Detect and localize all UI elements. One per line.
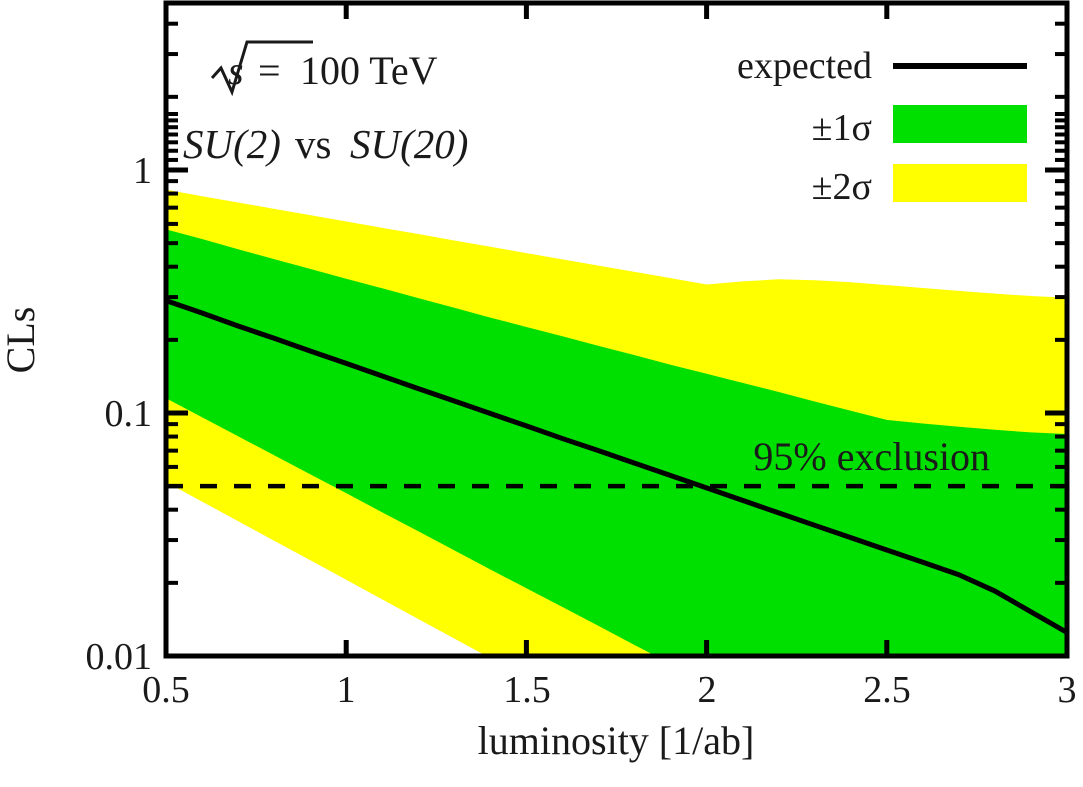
legend-label-2sigma: ±2σ — [812, 166, 872, 208]
xtick-label: 2 — [698, 669, 717, 711]
axes-frame — [163, 0, 1070, 659]
legend-label-expected: expected — [737, 45, 872, 87]
xtick-label: 1 — [337, 669, 356, 711]
legend-label-1sigma: ±1σ — [812, 107, 872, 149]
y-tick-labels: 1 0.1 0.01 — [86, 150, 153, 678]
legend-swatch-2sigma — [893, 164, 1027, 202]
ytick-label: 0.01 — [86, 636, 153, 678]
annotation-model: SU(2) vs SU(20) — [183, 121, 468, 167]
annotation-energy-sqrt-arg: s — [228, 48, 244, 93]
expected-curve — [166, 298, 1067, 635]
y-axis-title: CLs — [0, 307, 43, 374]
annotation-energy: s = 100 TeV — [210, 40, 438, 97]
annotation-energy-value: 100 TeV — [300, 48, 438, 93]
annotation-energy-equals: = — [258, 48, 281, 93]
band-1sigma — [166, 229, 1067, 656]
x-axis-title: luminosity [1/ab] — [478, 718, 755, 763]
xtick-label: 2.5 — [863, 669, 911, 711]
axis-ticks — [163, 3, 1070, 659]
annotation-model-left: SU(2) — [183, 121, 281, 167]
xtick-label: 3 — [1058, 669, 1077, 711]
ytick-label: 0.1 — [105, 393, 153, 435]
uncertainty-bands — [166, 189, 1067, 656]
annotation-exclusion: 95% exclusion — [753, 434, 990, 479]
xtick-label: 1.5 — [503, 669, 551, 711]
annotation-model-vs: vs — [295, 121, 331, 167]
legend: expected ±1σ ±2σ — [737, 45, 1027, 208]
xtick-label: 0.5 — [142, 669, 190, 711]
x-tick-labels: 0.5 1 1.5 2 2.5 3 — [142, 669, 1076, 711]
ytick-label: 1 — [133, 150, 152, 192]
annotation-model-right: SU(20) — [350, 121, 468, 167]
legend-swatch-1sigma — [893, 105, 1027, 143]
